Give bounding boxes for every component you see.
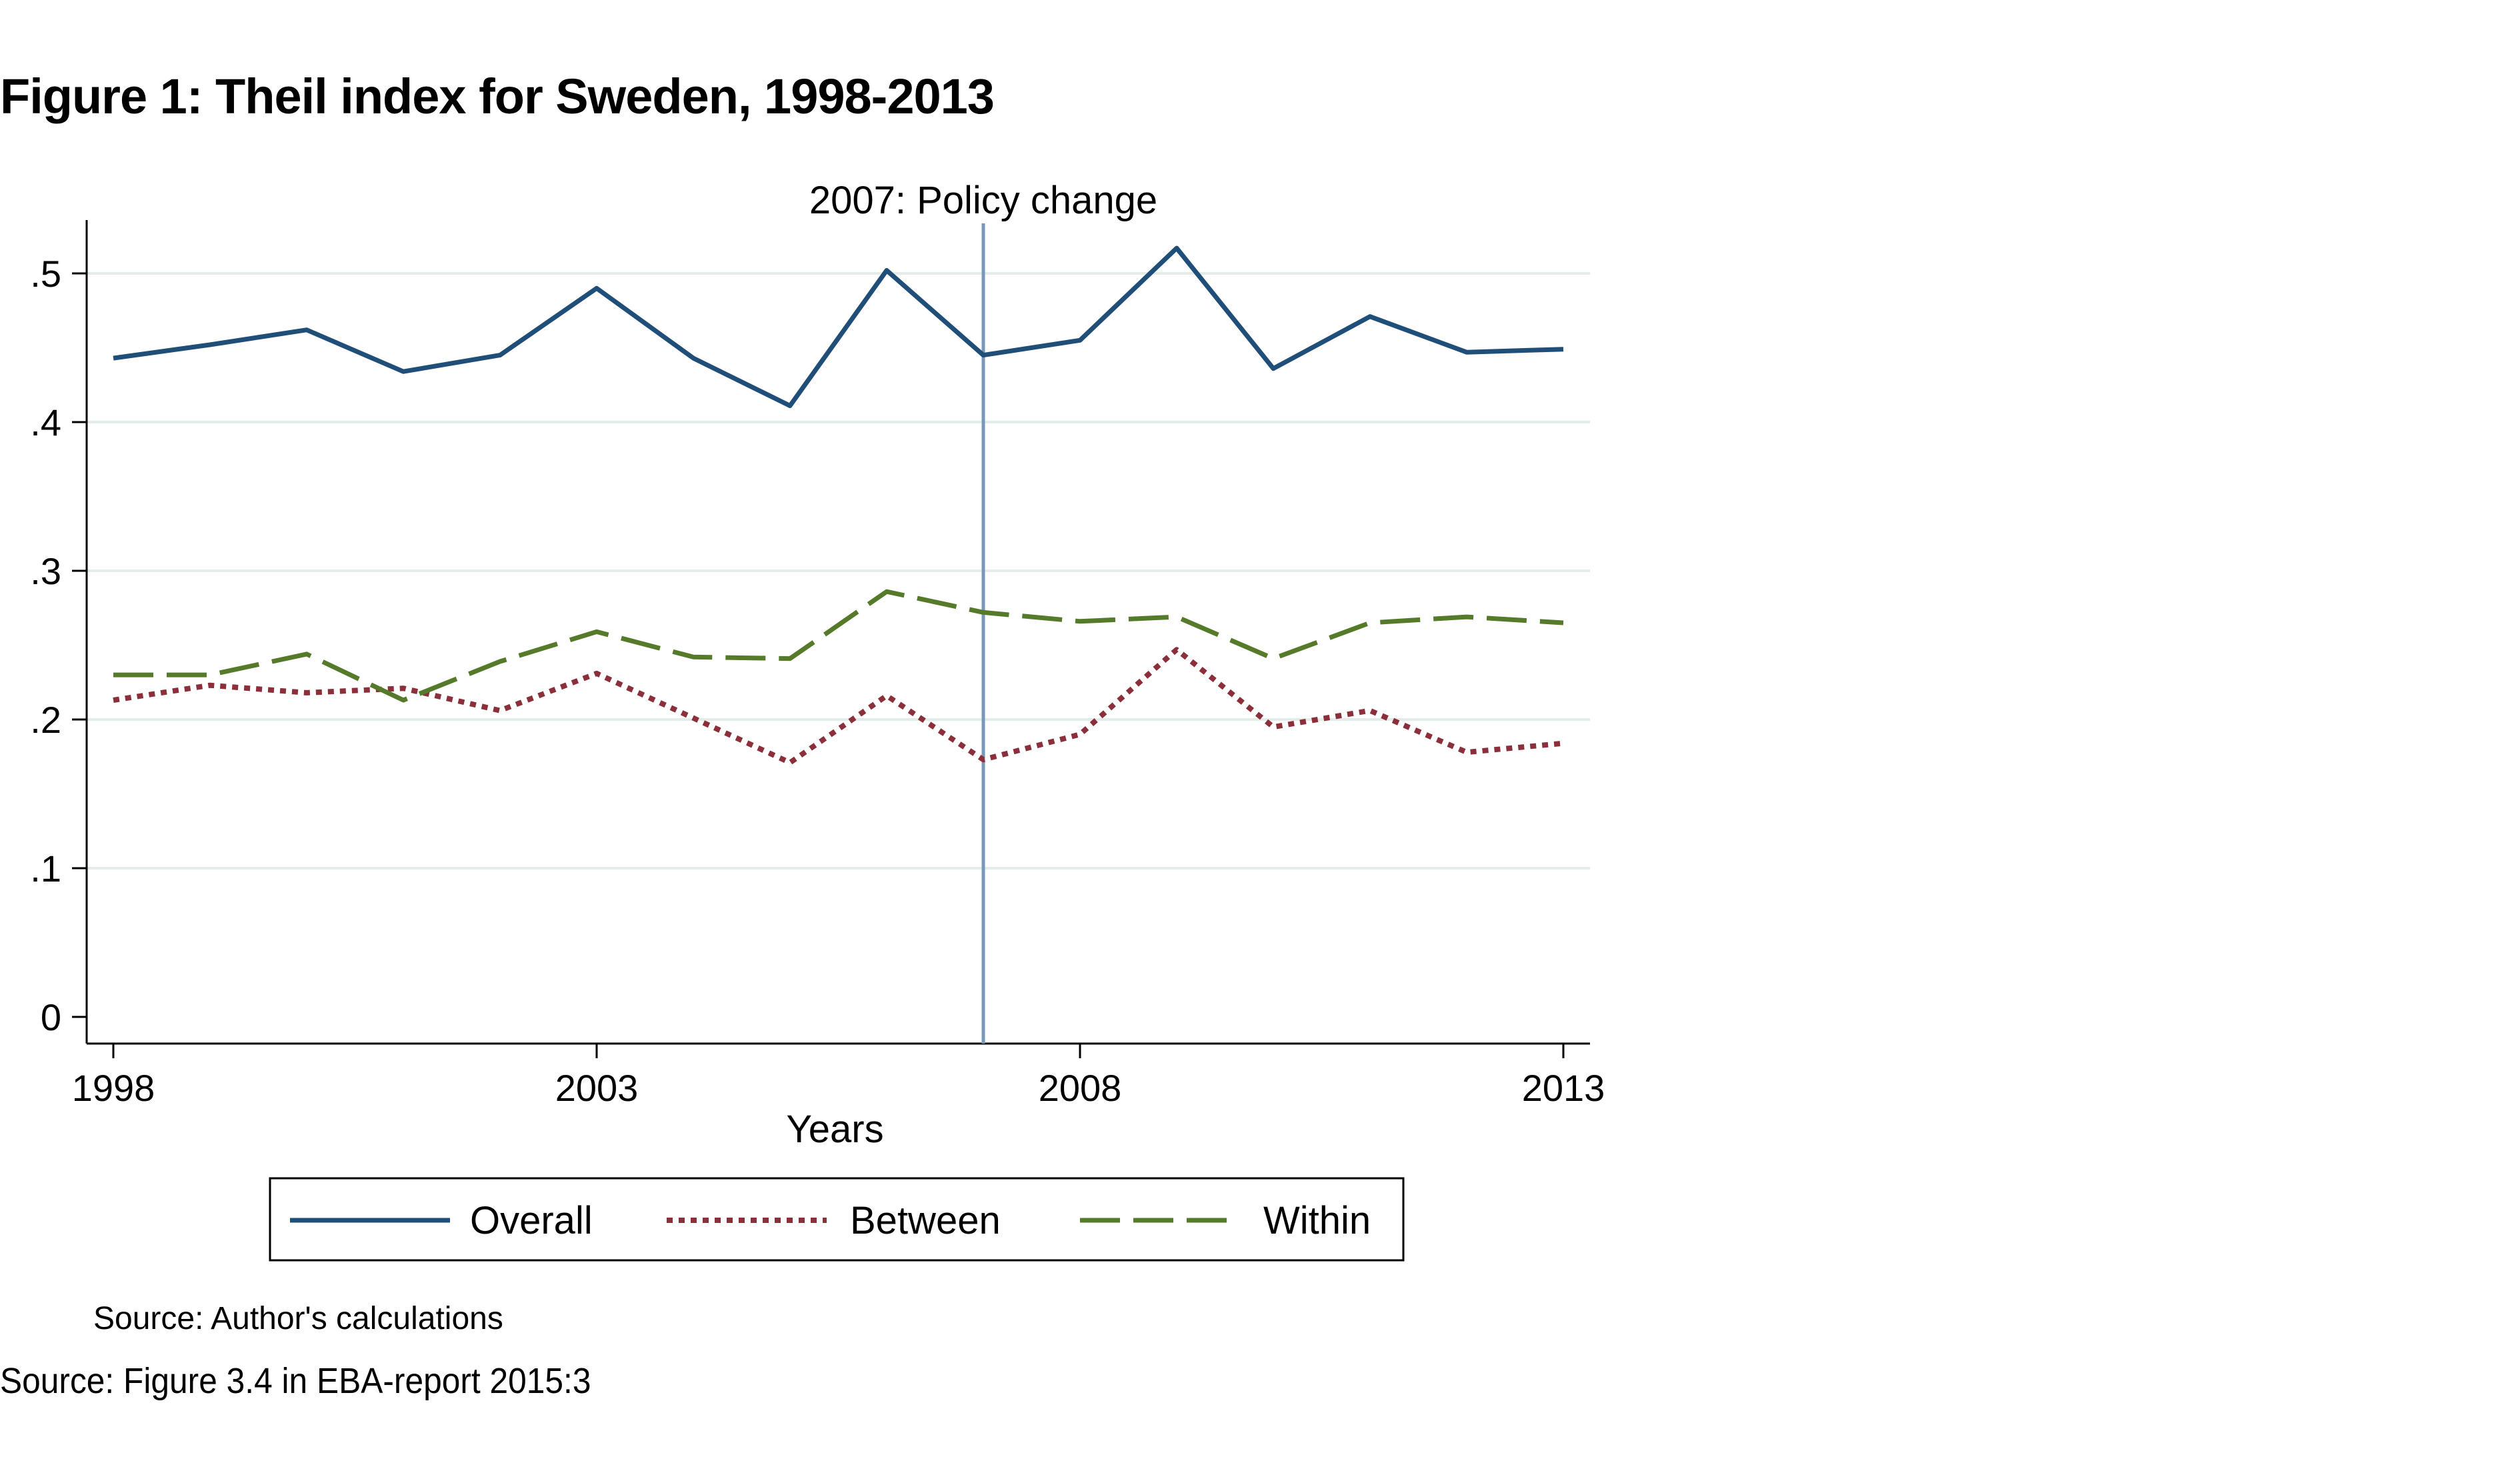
legend-label-overall: Overall [470,1199,593,1242]
x-tick-label: 2003 [555,1067,639,1109]
x-axis-title: Years [786,1108,883,1151]
series-within-line [113,589,1564,703]
series-between-line [113,647,1564,766]
figure-title: Figure 1: Theil index for Sweden, 1998-2… [0,69,995,124]
x-tick-label: 1998 [72,1067,155,1109]
y-tick-label: .4 [30,401,61,443]
legend: Overall Between Within [269,1177,1405,1262]
y-tick-label: .5 [30,253,61,295]
x-tick-label: 2013 [1522,1067,1605,1109]
y-tick-label: .3 [30,550,61,592]
y-tick-label: .2 [30,699,61,741]
y-tick-label: .1 [30,848,61,890]
legend-label-within: Within [1263,1199,1371,1242]
axis-text: .5 .4 .3 .2 .1 0 1998 2003 2008 2013 Years [30,253,1605,1151]
axes [72,220,1590,1058]
gridlines [87,272,1590,870]
series-lines [113,245,1564,766]
series-overall-line [113,245,1564,408]
y-tick-label: 0 [41,996,61,1038]
source-line: Source: Figure 3.4 in EBA-report 2015:3 [0,1361,591,1401]
policy-change-label: 2007: Policy change [809,179,1157,222]
chart-note: Source: Author's calculations [93,1301,503,1336]
policy-reference: 2007: Policy change [809,179,1157,1044]
x-tick-label: 2008 [1039,1067,1122,1109]
legend-label-between: Between [850,1199,1001,1242]
